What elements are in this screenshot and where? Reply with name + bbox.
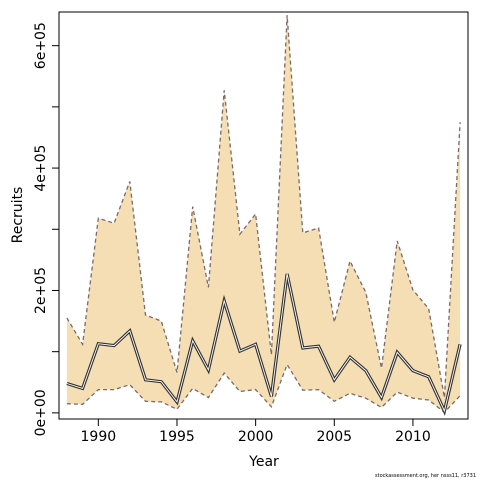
y-tick-label: 0e+00 [33, 389, 49, 436]
x-tick-label: 1995 [159, 429, 195, 445]
y-axis-title: Recruits [10, 187, 26, 244]
estimate-line-inner [66, 273, 461, 413]
x-tick-label: 2005 [316, 429, 352, 445]
x-axis-title: Year [248, 454, 279, 470]
plot-layer [66, 15, 462, 416]
x-tick-label: 2010 [395, 429, 431, 445]
confidence-band [66, 15, 461, 413]
y-axis: 0e+00 2e+05 4e+05 6e+05 [33, 22, 60, 436]
y-tick-label: 6e+05 [33, 22, 49, 69]
x-tick-label: 1990 [81, 429, 117, 445]
upper-bound-line [66, 15, 461, 398]
y-tick-label: 4e+05 [33, 145, 49, 192]
caption: stockassessment.org, her nsss11, r3731 [375, 473, 476, 479]
lower-bound-line [66, 363, 461, 414]
y-tick-label: 2e+05 [33, 267, 49, 314]
x-tick-label: 2000 [238, 429, 274, 445]
x-axis: 1990 1995 2000 2005 2010 [81, 418, 431, 445]
